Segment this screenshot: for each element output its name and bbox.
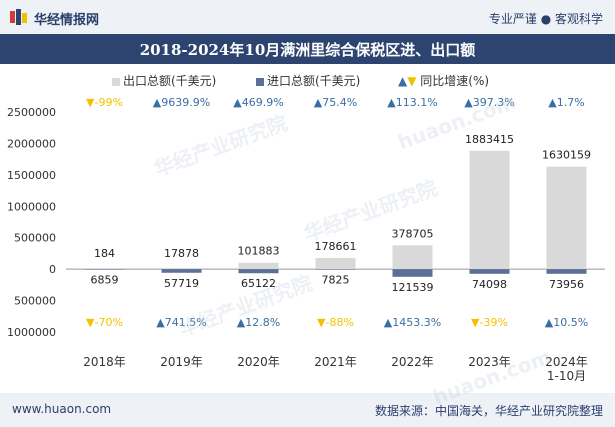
export-bar [315,257,356,270]
title-bar: 2018-2024年10月满洲里综合保税区进、出口额 [0,34,615,64]
x-tick-label: 2020年 [237,355,280,369]
legend-export-label: 出口总额(千美元) [123,74,217,88]
legend-down-arrow-icon: ▼ [407,74,417,88]
import-growth-label: ▲741.5% [156,316,206,329]
legend-import-swatch [256,77,264,86]
export-growth-label: ▲1.7% [548,96,584,109]
chart-title: 2018-2024年10月满洲里综合保税区进、出口额 [139,41,476,59]
export-bar [238,262,279,270]
legend-growth-label: 同比增速(%) [420,74,490,88]
export-bar [161,268,202,270]
import-growth-label: ▼-88% [317,316,354,329]
y-tick-label: 0 [49,263,56,276]
legend-up-arrow-icon: ▲ [398,74,408,88]
x-tick-label: 1-10月 [547,369,586,383]
x-tick-label: 2018年 [83,355,126,369]
y-tick-label: 500000 [14,295,56,308]
import-value-label: 65122 [241,277,276,290]
y-tick-label: 2500000 [7,106,56,119]
export-growth-label: ▲469.9% [233,96,283,109]
export-growth-label: ▲9639.9% [153,96,210,109]
y-tick-label: 1500000 [7,169,56,182]
export-bar [392,245,433,270]
import-value-label: 6859 [91,274,119,287]
export-growth-label: ▲113.1% [387,96,437,109]
chart-plot: 2500000 2000000 1500000 1000000 500000 0 50000… [7,96,605,383]
import-bar [392,269,433,277]
import-growth-label: ▼-39% [471,316,508,329]
footer-source: 数据来源：中国海关，华经产业研究院整理 [374,404,603,418]
y-tick-label: 2000000 [7,137,56,150]
x-tick-label: 2022年 [391,355,434,369]
import-bar [315,269,356,270]
export-value-label: 1883415 [465,133,514,146]
export-value-label: 101883 [238,245,280,258]
import-growth-label: ▲1453.3% [384,316,441,329]
x-tick-label: 2023年 [468,355,511,369]
export-growth-label: ▲397.3% [464,96,514,109]
export-value-label: 1630159 [542,149,591,162]
import-value-label: 7825 [322,274,350,287]
export-value-label: 17878 [164,247,199,260]
import-growth-label: ▼-70% [86,316,123,329]
import-bar [84,269,125,270]
import-value-label: 73956 [549,278,584,291]
import-value-label: 74098 [472,278,507,291]
legend-growth: ▲▼ 同比增速(%) [398,72,489,89]
import-bar [238,269,279,274]
import-bar [469,269,510,274]
export-value-label: 184 [94,247,115,260]
footer-website: www.huaon.com [12,402,112,416]
tagline: 专业严谨 ● 客观科学 [488,12,603,26]
export-bar [546,166,587,270]
brand-name: 华经情报网 [34,13,100,28]
import-growth-label: ▲10.5% [545,316,588,329]
legend-import: 进口总额(千美元) [256,72,360,89]
x-tick-label: 2024年 [545,355,588,369]
import-bar [161,269,202,273]
y-tick-label: 1000000 [7,200,56,213]
top-bar: 华经情报网 专业严谨 ● 客观科学 [0,0,615,34]
legend-import-label: 进口总额(千美元) [267,74,361,88]
import-bar [546,269,587,274]
x-tick-label: 2021年 [314,355,357,369]
brand-logo-icon [10,9,27,25]
export-value-label: 378705 [392,227,434,240]
y-tick-label: 500000 [14,232,56,245]
x-tick-label: 2019年 [160,355,203,369]
export-value-label: 178661 [315,240,357,253]
legend-export-swatch [112,77,120,86]
export-growth-label: ▼-99% [86,96,123,109]
footer: www.huaon.com 数据来源：中国海关，华经产业研究院整理 [0,393,615,427]
import-value-label: 121539 [392,281,434,294]
y-tick-label: 1000000 [7,326,56,339]
import-value-label: 57719 [164,277,199,290]
chart-legend: 出口总额(千美元) 进口总额(千美元) ▲▼ 同比增速(%) [0,72,615,90]
legend-export: 出口总额(千美元) [112,72,216,89]
import-growth-label: ▲12.8% [237,316,280,329]
export-bar [469,150,510,270]
export-growth-label: ▲75.4% [314,96,357,109]
